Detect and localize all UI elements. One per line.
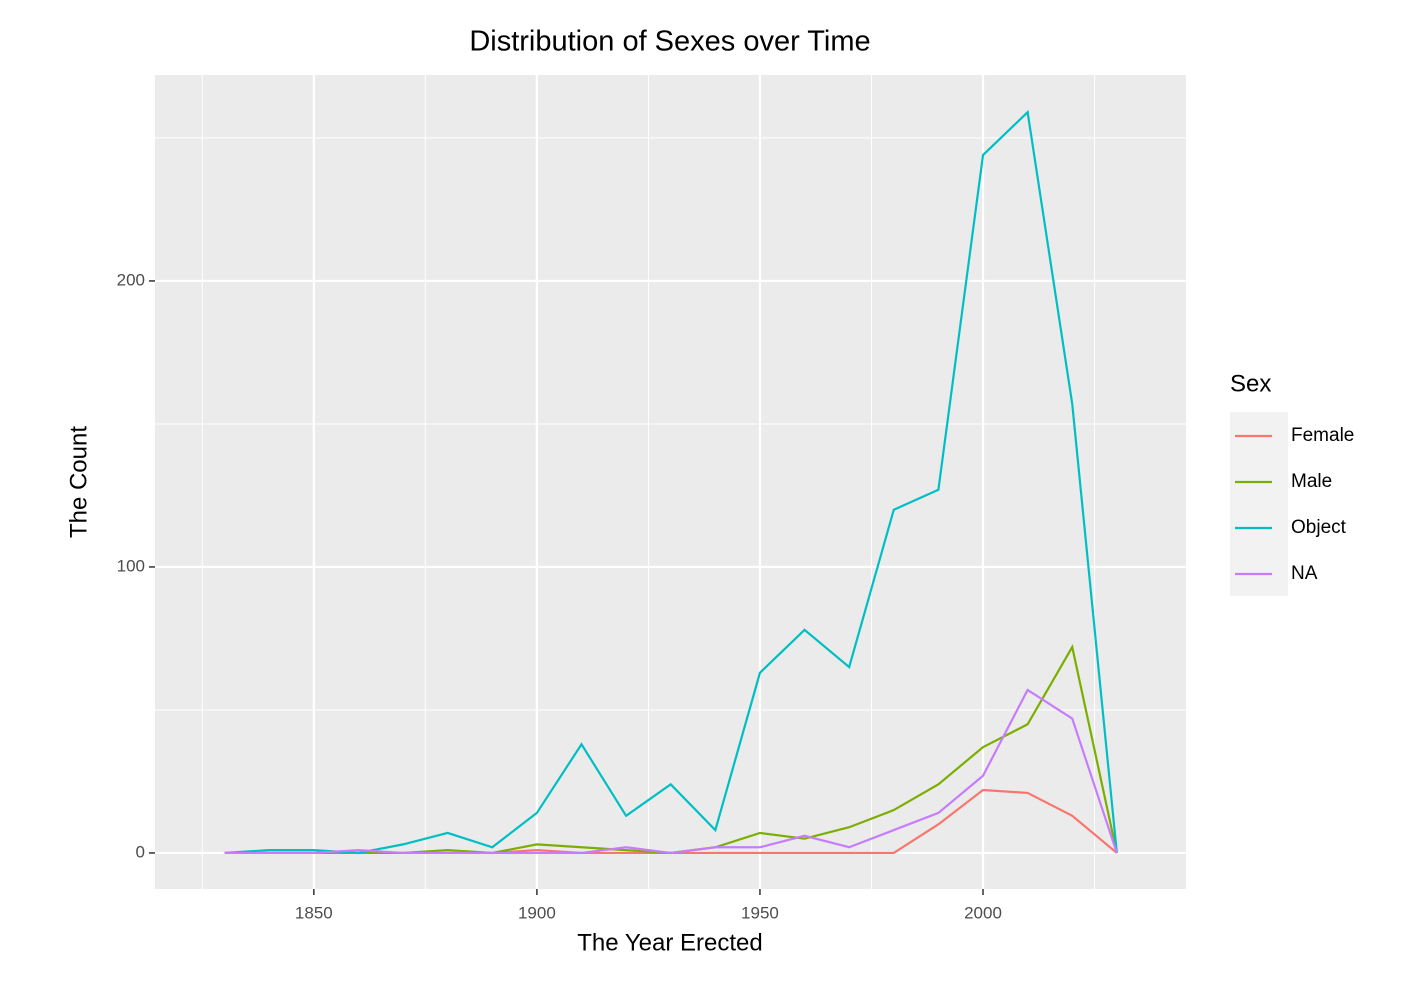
legend-label: Female xyxy=(1291,425,1354,446)
line xyxy=(224,688,1118,855)
y-tick-label: 0 xyxy=(136,842,145,861)
x-tick-label: 1950 xyxy=(741,903,779,922)
legend-label: Male xyxy=(1291,471,1332,492)
legend-keys-bg xyxy=(1230,412,1288,596)
panel xyxy=(155,75,1186,889)
legend-label: NA xyxy=(1291,563,1318,584)
x-tick-label: 1900 xyxy=(518,903,556,922)
y-tick-label: 100 xyxy=(117,556,145,575)
y-tick-label: 200 xyxy=(117,270,145,289)
chart-title: Distribution of Sexes over Time xyxy=(469,26,870,58)
y-axis-title: The Count xyxy=(65,426,92,538)
x-tick-label: 2000 xyxy=(964,903,1002,922)
legend-label: Object xyxy=(1291,517,1347,538)
x-axis-title: The Year Erected xyxy=(577,929,762,956)
x-tick-label: 1850 xyxy=(295,903,333,922)
legend-title: Sex xyxy=(1230,370,1271,397)
